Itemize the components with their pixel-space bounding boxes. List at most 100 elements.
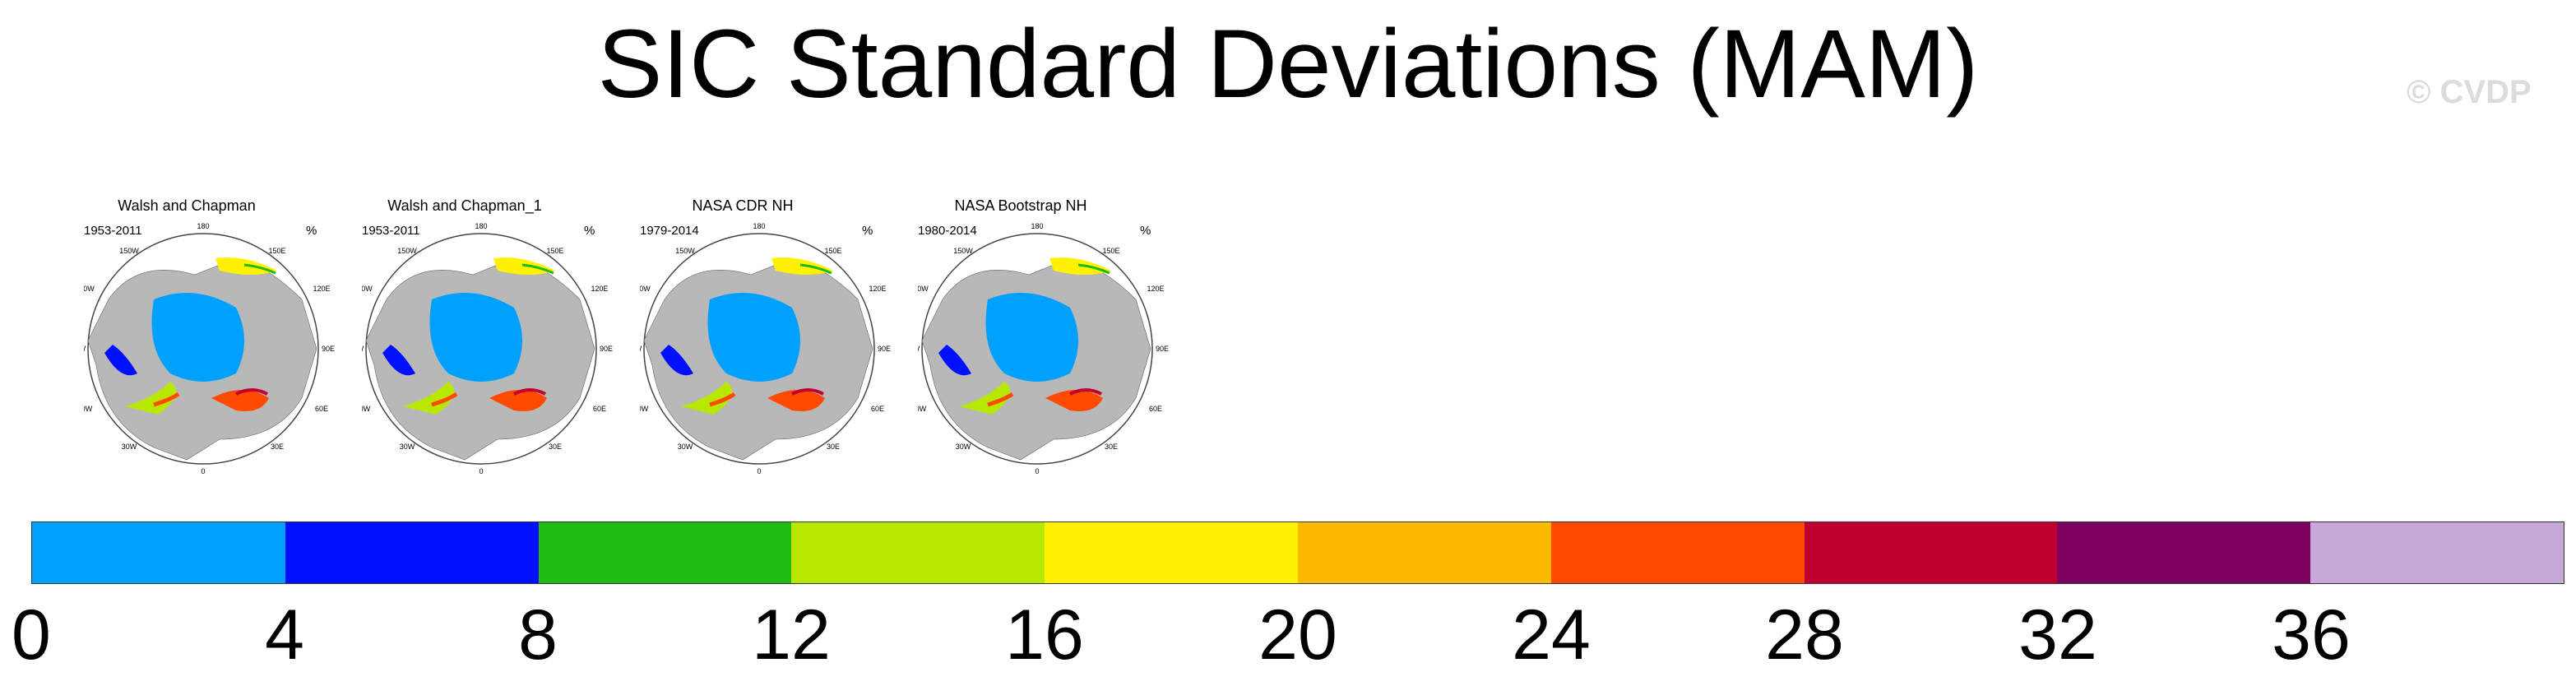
barents-max [513,388,546,396]
colorbar-tick-label: 28 [1765,596,1844,674]
longitude-label: 120E [591,285,608,293]
longitude-label: 150W [397,247,417,255]
panel-title: Walsh and Chapman_1 [387,197,542,214]
longitude-label: 30W [956,443,971,451]
barents-edge [767,390,825,411]
longitude-label: 60W [640,405,649,413]
map-panel: Walsh and Chapman_1 1953-2011% 180 150E 150W… [362,194,617,474]
sea-ice-core [429,293,522,382]
longitude-label: 90E [600,345,613,353]
panel-units: % [862,224,873,238]
labrador-band [403,382,455,415]
panel-title: Walsh and Chapman [118,197,256,214]
longitude-label: 60W [918,405,927,413]
labrador-edge [987,392,1014,407]
longitude-label: 30E [1105,443,1118,451]
longitude-label: 180 [1031,222,1043,230]
sea-ice-core [985,293,1078,382]
hudson-bay [104,345,137,376]
longitude-label: 120W [640,285,651,293]
longitude-label: 60W [362,405,371,413]
barents-max [235,388,268,396]
longitude-label: 90E [1156,345,1169,353]
colorbar-tick-label: 4 [265,596,304,674]
longitude-label: 120W [918,285,929,293]
panel-title: NASA CDR NH [692,197,794,214]
okhotsk-edge [521,263,554,275]
longitude-label: 60E [871,405,884,413]
longitude-label: 30W [400,443,415,451]
colorbar-box [1550,522,1805,583]
colorbar-tick-label: 20 [1258,596,1337,674]
labrador-band [681,382,733,415]
longitude-label: 30W [678,443,693,451]
sea-ice-core [707,293,800,382]
colorbar-tick-label: 0 [12,596,51,674]
longitude-label: 120E [869,285,886,293]
longitude-label: 60E [315,405,328,413]
colorbar-tick-label: 32 [2018,596,2097,674]
colorbar [31,521,2564,584]
longitude-label: 150E [824,247,841,255]
longitude-label: 0 [479,467,483,474]
colorbar-box [1804,522,2058,583]
longitude-label: 90W [84,345,86,353]
labrador-edge [709,392,736,407]
longitude-label: 0 [1035,467,1039,474]
longitude-label: 60W [84,405,93,413]
longitude-label: 30E [271,443,284,451]
cvdp-watermark: © CVDP [2407,74,2532,110]
longitude-label: 150W [675,247,695,255]
longitude-label: 30E [549,443,562,451]
barents-edge [489,390,547,411]
panel-units: % [584,224,595,238]
longitude-label: 120E [313,285,330,293]
barents-edge [211,390,269,411]
colorbar-box [1045,522,1298,583]
hudson-bay [382,345,415,376]
sea-ice-core [151,293,244,382]
colorbar-tick-label: 8 [518,596,558,674]
longitude-label: 150W [953,247,973,255]
map-panel: NASA Bootstrap NH 1980-2014% 180 150E 150W 12… [918,194,1173,474]
longitude-label: 90W [640,345,642,353]
labrador-band [959,382,1011,415]
okhotsk-edge [1077,263,1110,275]
map-panel: Walsh and Chapman 1953-2011% 180 150E 150W 12… [84,194,339,474]
colorbar-box [791,522,1045,583]
colorbar-box [285,522,539,583]
longitude-label: 120W [362,285,373,293]
okhotsk-edge [243,263,276,275]
labrador-edge [153,392,180,407]
longitude-label: 30W [122,443,137,451]
hudson-bay [938,345,971,376]
barents-max [1069,388,1102,396]
colorbar-box [538,522,792,583]
map-panel: NASA CDR NH 1979-2014% 180 150E 150W 120E 120W… [640,194,895,474]
panel-title: NASA Bootstrap NH [954,197,1087,214]
polar-map: 180 150E 150W 120E 120W 90E 90W 60E 60W 30E 30W 0 [640,222,891,474]
longitude-label: 60E [1149,405,1162,413]
hudson-bay [660,345,693,376]
panel-period: 1953-2011 [362,224,420,238]
colorbar-box [2310,522,2564,583]
longitude-label: 150E [268,247,285,255]
panel-period: 1979-2014 [640,224,699,238]
colorbar-box [32,522,285,583]
panel-period: 1980-2014 [918,224,977,238]
colorbar-box [1297,522,1551,583]
barents-edge [1045,390,1103,411]
colorbar-box [2057,522,2311,583]
labrador-edge [431,392,458,407]
longitude-label: 60E [593,405,606,413]
longitude-label: 120W [84,285,95,293]
longitude-label: 180 [753,222,765,230]
longitude-label: 90W [362,345,364,353]
polar-map: 180 150E 150W 120E 120W 90E 90W 60E 60W 30E 30W 0 [918,222,1169,474]
longitude-label: 0 [201,467,205,474]
labrador-band [125,382,177,415]
okhotsk-edge [799,263,832,275]
longitude-label: 150E [1102,247,1119,255]
polar-map: 180 150E 150W 120E 120W 90E 90W 60E 60W 30E 30W 0 [84,222,335,474]
longitude-label: 180 [475,222,487,230]
